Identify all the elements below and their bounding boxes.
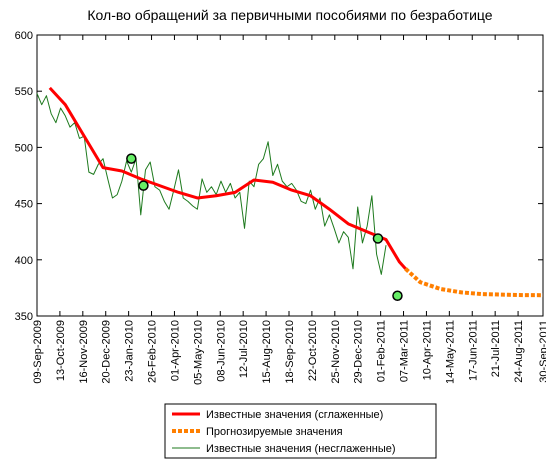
marker	[392, 290, 403, 302]
y-tick-label: 550	[15, 86, 33, 98]
series-line	[404, 267, 544, 298]
x-tick-label: 18-Sep-2010	[284, 320, 296, 384]
x-tick-label: 30-Sep-2011	[538, 320, 546, 383]
x-tick-label: 29-Dec-2010	[353, 320, 365, 384]
x-tick-label: 01-Apr-2010	[169, 320, 181, 381]
x-tick-label: 05-May-2010	[192, 320, 204, 385]
y-tick-label: 600	[15, 30, 33, 42]
y-tick-label: 500	[15, 142, 33, 154]
legend-box	[164, 403, 437, 459]
chart-title: Кол-во обращений за первичными пособиями…	[87, 7, 492, 23]
x-tick-label: 24-Aug-2011	[513, 320, 525, 383]
marker	[126, 153, 137, 164]
x-tick-label: 22-Oct-2010	[307, 320, 319, 381]
marker	[372, 233, 384, 244]
series-line	[36, 93, 387, 275]
x-tick-label: 25-Nov-2010	[330, 320, 342, 384]
x-tick-label: 09-Sep-2009	[32, 320, 44, 384]
marker	[138, 180, 149, 191]
series-line	[48, 86, 407, 270]
x-tick-label: 10-Apr-2011	[421, 320, 433, 380]
x-tick-label: 17-Jun-2011	[467, 320, 479, 381]
x-tick-label: 13-Oct-2009	[55, 320, 67, 381]
y-tick-label: 450	[15, 199, 33, 211]
x-tick-label: 21-Jul-2011	[490, 320, 502, 377]
y-tick-label: 400	[15, 255, 33, 267]
legend-label: Известные значения (несглаженные)	[206, 443, 396, 455]
y-tick-label: 350	[15, 311, 33, 323]
x-tick-label: 14-May-2011	[444, 320, 456, 384]
x-tick-label: 23-Jan-2010	[124, 320, 136, 382]
x-tick-label: 12-Jul-2010	[238, 320, 250, 378]
x-tick-label: 08-Jun-2010	[215, 320, 227, 382]
x-tick-label: 01-Feb-2011	[376, 320, 388, 382]
x-tick-label: 15-Aug-2010	[261, 320, 273, 384]
plot-frame	[36, 34, 544, 317]
x-tick-label: 16-Nov-2009	[78, 320, 90, 384]
x-tick-label: 26-Feb-2010	[147, 320, 159, 383]
legend-label: Прогнозируемые значения	[206, 426, 343, 438]
x-tick-label: 07-Mar-2011	[399, 320, 411, 382]
legend-label: Известные значения (сглаженные)	[206, 409, 383, 421]
x-tick-label: 20-Dec-2009	[101, 320, 113, 384]
